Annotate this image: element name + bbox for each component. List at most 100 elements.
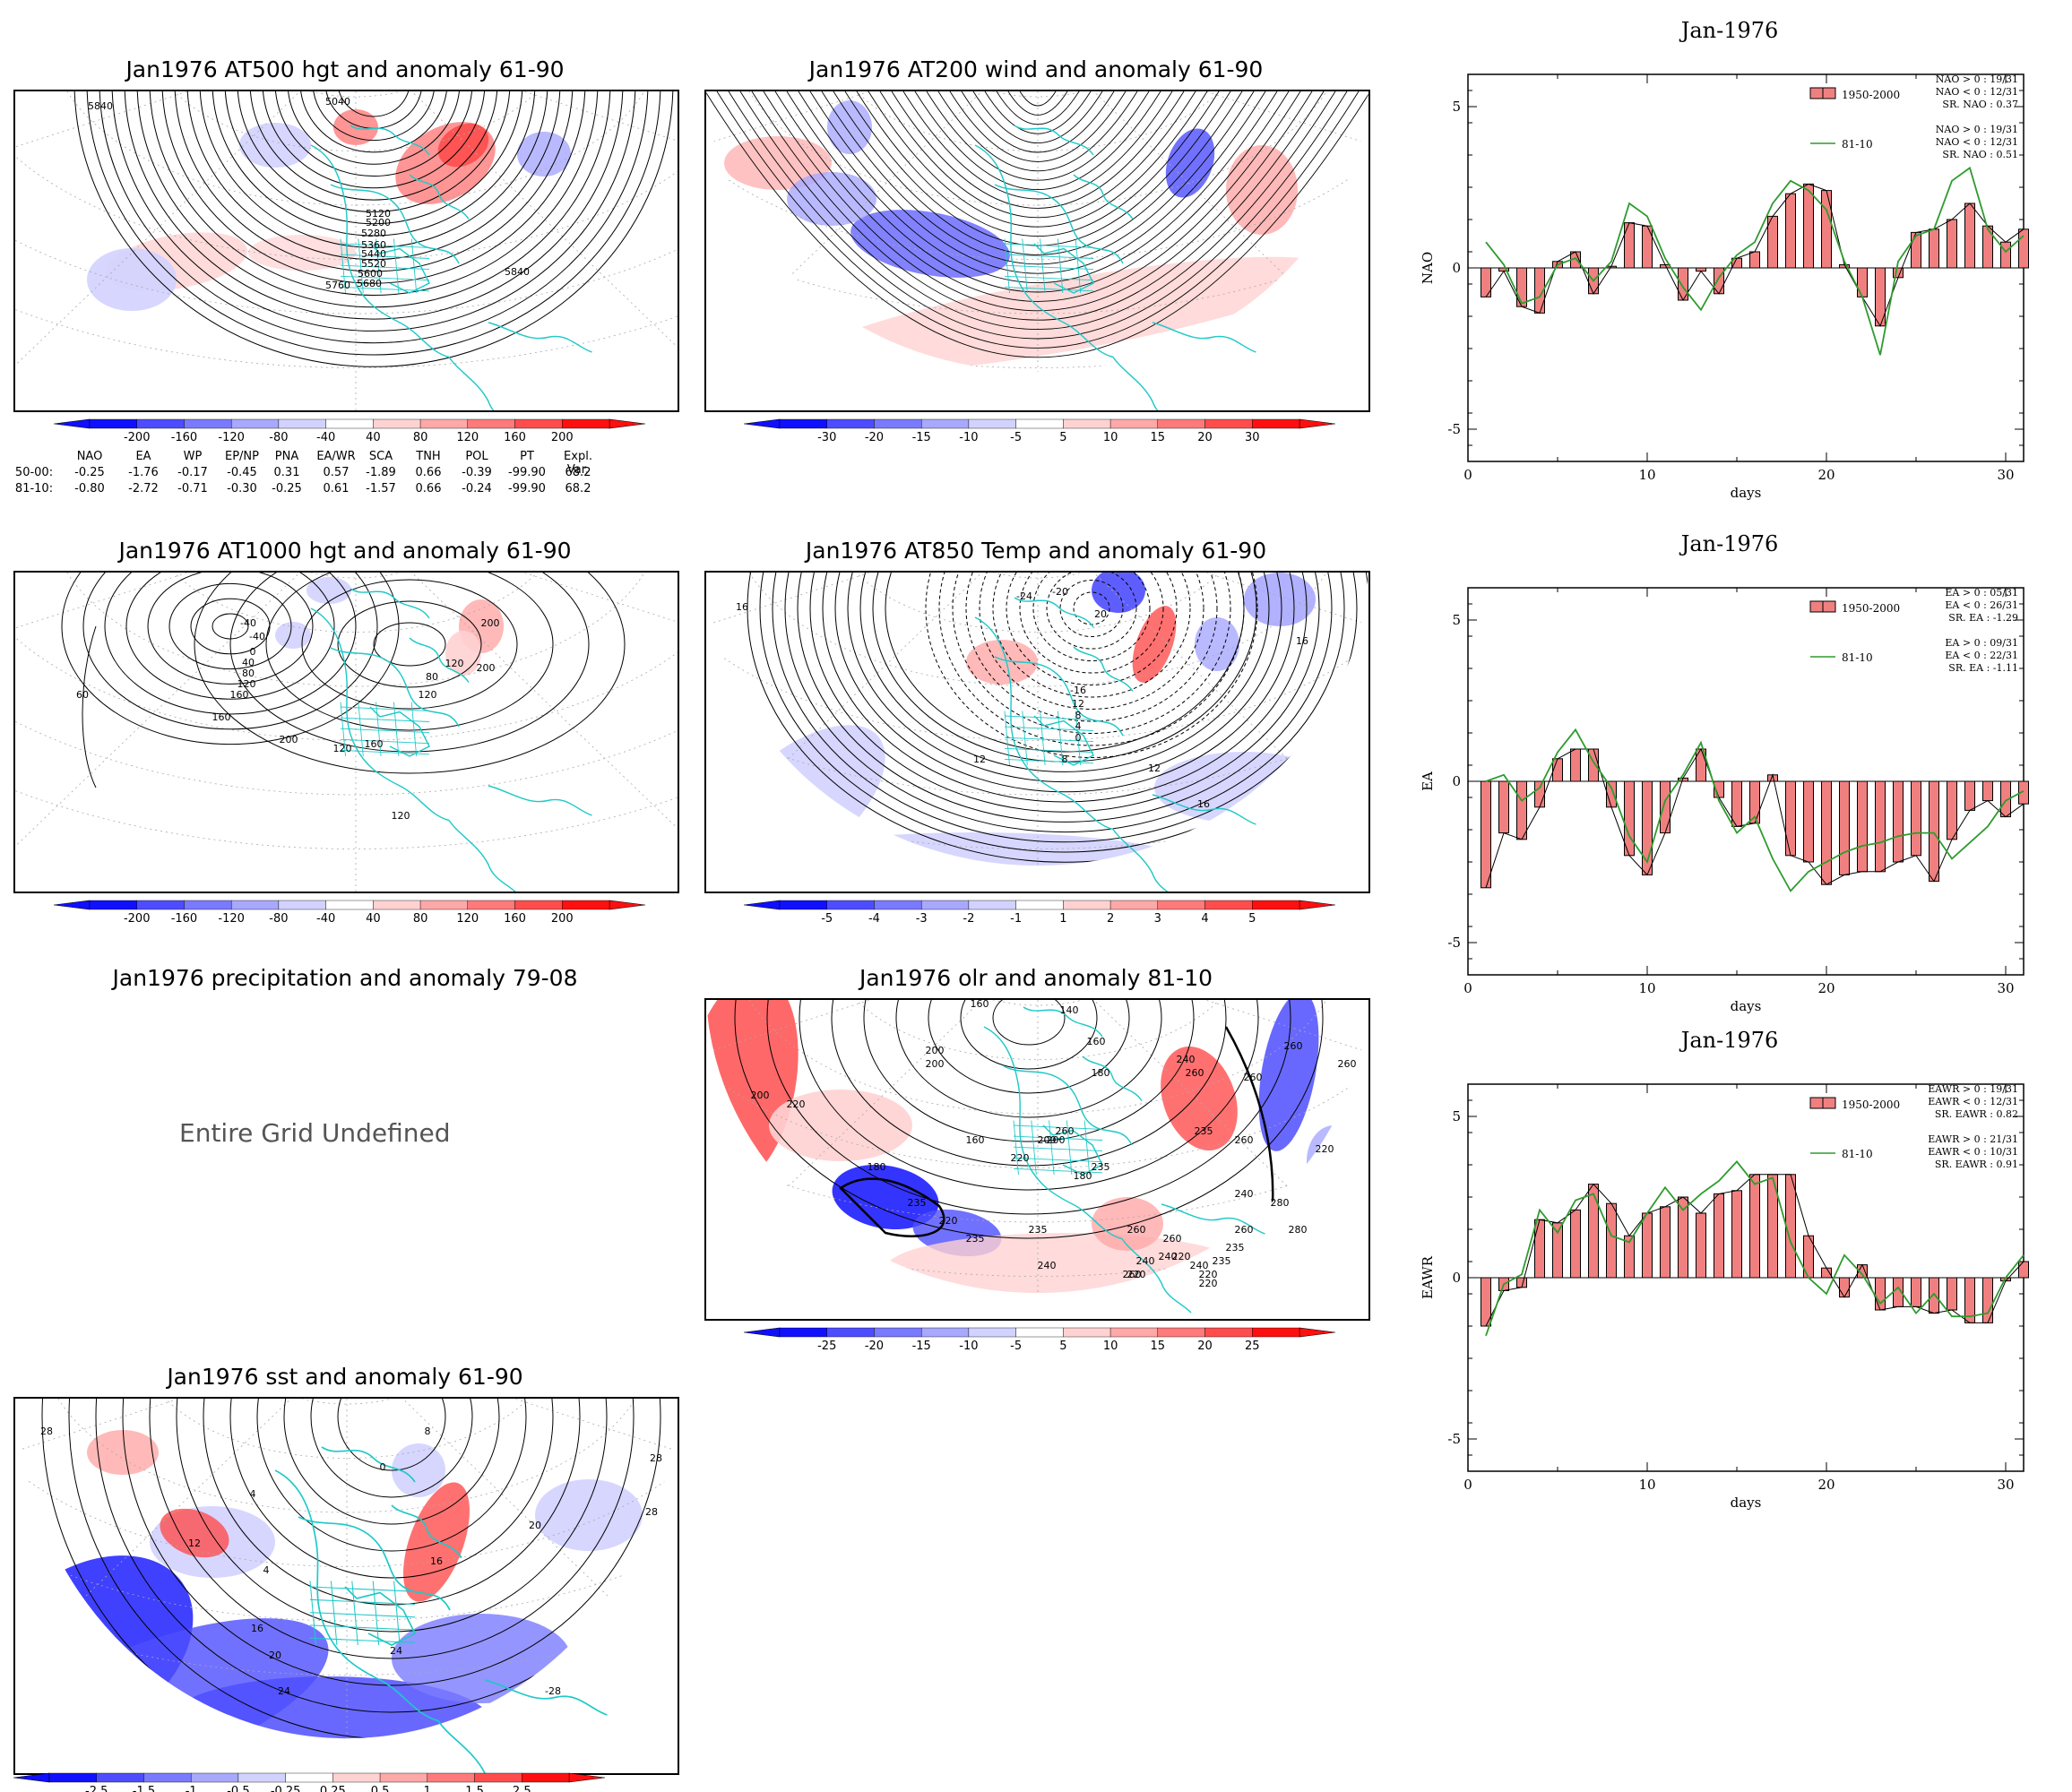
contour-label: 5040 bbox=[325, 96, 350, 108]
legend-stat: EAWR < 0 : 12/31 bbox=[1928, 1096, 2018, 1107]
legend-stat: NAO > 0 : 19/31 bbox=[1936, 124, 2018, 135]
bar bbox=[1642, 1212, 1653, 1279]
contour-label: 235 bbox=[1092, 1161, 1110, 1173]
colorbar-tick-label: -200 bbox=[124, 431, 151, 444]
contour-label: 16 bbox=[1296, 635, 1308, 647]
contour-label: 200 bbox=[481, 617, 500, 629]
contour-label: 200 bbox=[477, 662, 496, 674]
y-axis-label: EA bbox=[1420, 771, 1436, 791]
bar bbox=[1642, 225, 1653, 269]
contour-label: 4 bbox=[263, 1564, 270, 1576]
contour-label: 280 bbox=[1271, 1197, 1290, 1209]
index-table-cell: -0.25 bbox=[272, 482, 302, 495]
contour-label: 220 bbox=[939, 1215, 958, 1227]
contour-label: 200 bbox=[1047, 1134, 1066, 1146]
legend-stat: NAO < 0 : 12/31 bbox=[1936, 86, 2018, 98]
contour-label: 20 bbox=[1094, 608, 1107, 620]
bar bbox=[1534, 1219, 1545, 1279]
contour-label: 5680 bbox=[357, 278, 382, 289]
map-t850: 16 -24 -20 20 16 -16 12 8 4 0 12 8 12 16 bbox=[704, 571, 1370, 893]
index-table-cell: -1.57 bbox=[366, 482, 396, 495]
colorbar-tick-label: -5 bbox=[1010, 1340, 1022, 1353]
contour-label: 12 bbox=[1072, 698, 1084, 710]
chart-title: Jan-1976 bbox=[1680, 531, 1779, 556]
legend-swatch-bar bbox=[1809, 87, 1824, 99]
contour-label: 200 bbox=[926, 1058, 945, 1070]
legend-bar-label: 1950-2000 bbox=[1842, 1098, 1900, 1111]
contour-label: 240 bbox=[1159, 1251, 1178, 1262]
contour-label: -40 bbox=[249, 631, 265, 642]
bar bbox=[2000, 241, 2011, 269]
colorbar-tick-label: -1.5 bbox=[133, 1785, 155, 1792]
bar bbox=[1911, 1277, 1921, 1307]
bar bbox=[1982, 1277, 1993, 1323]
legend-swatch-bar bbox=[1809, 1097, 1824, 1109]
contour-label: 8 bbox=[425, 1426, 431, 1437]
contour-label: 120 bbox=[237, 678, 256, 690]
contour-label: 28 bbox=[650, 1452, 662, 1464]
colorbar-tick-label: 40 bbox=[366, 912, 381, 926]
contour-label: 12 bbox=[188, 1538, 201, 1549]
index-table-header: Expl. Var. bbox=[564, 450, 592, 477]
index-table-header: SCA bbox=[368, 450, 393, 463]
contour-label: 60 bbox=[76, 689, 89, 701]
series-line-81-10 bbox=[1485, 166, 2025, 356]
bar bbox=[1875, 1277, 1886, 1311]
colorbar-tick-label: -160 bbox=[171, 431, 198, 444]
contour-label: 5840 bbox=[505, 266, 530, 278]
contour-label: 240 bbox=[1190, 1260, 1209, 1271]
colorbar-tick-label: 40 bbox=[366, 431, 381, 444]
colorbar-tick-label: -80 bbox=[269, 431, 288, 444]
contour-label: 8 bbox=[1062, 754, 1068, 765]
index-table-cell: 68.2 bbox=[565, 466, 591, 479]
x-tick-label: 30 bbox=[1997, 467, 2014, 483]
contour-label: 5280 bbox=[361, 228, 386, 239]
legend-line-label: 81-10 bbox=[1842, 651, 1873, 664]
contour-label: 120 bbox=[392, 810, 410, 822]
colorbar-tick-label: -1 bbox=[186, 1785, 197, 1792]
index-table-cell: 68.2 bbox=[565, 482, 591, 495]
contour-label: 235 bbox=[908, 1197, 927, 1209]
contour-label: 260 bbox=[1284, 1040, 1303, 1052]
colorbar-tick-label: -1 bbox=[1010, 912, 1022, 926]
bar bbox=[1893, 780, 1904, 863]
bar bbox=[1552, 758, 1563, 782]
contour-label: 120 bbox=[445, 658, 464, 669]
bar bbox=[1803, 780, 1814, 863]
colorbar-u200: -30 -20 -15 -10 -5 5 10 15 20 30 bbox=[744, 418, 1335, 453]
colorbar-tick-label: 20 bbox=[1197, 1340, 1213, 1353]
chart-title: Jan-1976 bbox=[1680, 1028, 1779, 1053]
colorbar-tick-label: 5 bbox=[1059, 431, 1066, 444]
colorbar-tick-label: -30 bbox=[817, 431, 836, 444]
bar bbox=[1911, 231, 1921, 269]
x-tick-label: 20 bbox=[1817, 1477, 1835, 1493]
colorbar-tick-label: -40 bbox=[316, 431, 335, 444]
y-tick-label: 0 bbox=[1452, 260, 1461, 276]
contour-label: 260 bbox=[1338, 1058, 1357, 1070]
contour-label: 180 bbox=[868, 1161, 886, 1173]
contour-label: 20 bbox=[269, 1650, 281, 1661]
colorbar-tick-label: 1 bbox=[1059, 912, 1066, 926]
x-tick-label: 30 bbox=[1997, 1477, 2014, 1493]
contour-label: -40 bbox=[240, 617, 256, 629]
contour-label: 4 bbox=[1075, 720, 1082, 732]
colorbar-tick-label: 80 bbox=[413, 912, 428, 926]
legend-stat: SR. NAO : 0.51 bbox=[1942, 149, 2018, 160]
colorbar-tick-label: -120 bbox=[218, 912, 245, 926]
map-z1000: -40 0 40 80 120 160 200 120 160 200 200 120 80 120 -40… bbox=[13, 571, 679, 893]
bar bbox=[1481, 780, 1491, 889]
index-table-cell: -99.90 bbox=[508, 482, 546, 495]
bar bbox=[1803, 183, 1814, 269]
contour-label: 16 bbox=[430, 1555, 443, 1567]
bar bbox=[1785, 780, 1796, 857]
contour-label: 120 bbox=[333, 743, 352, 754]
legend-line-label: 81-10 bbox=[1842, 1148, 1873, 1160]
bar bbox=[1516, 780, 1527, 840]
map-title-precip: Jan1976 precipitation and anomaly 79-08 bbox=[112, 965, 578, 991]
contour-label: 180 bbox=[1092, 1067, 1110, 1079]
map-olr: 160 140 160 200 200 180 200 160 180 235 240 260 200 2… bbox=[704, 998, 1370, 1321]
colorbar-tick-label: -15 bbox=[912, 431, 931, 444]
y-tick-label: 5 bbox=[1452, 612, 1461, 628]
bar bbox=[1821, 190, 1832, 269]
index-table-cell: -0.17 bbox=[177, 466, 208, 479]
